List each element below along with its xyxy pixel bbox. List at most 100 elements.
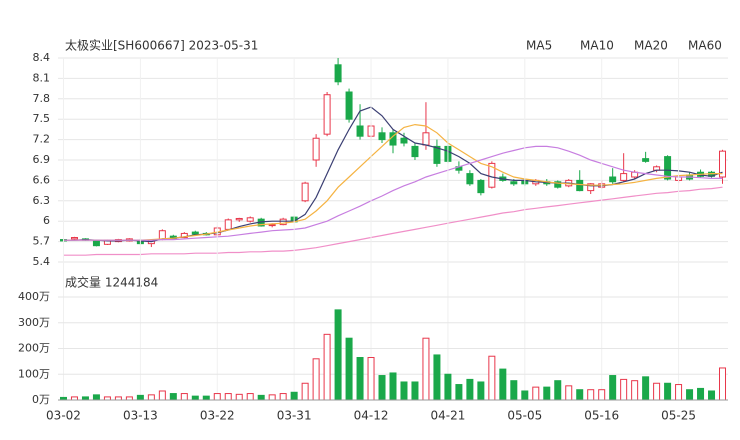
- y-tick-label: 5.4: [33, 255, 51, 268]
- legend-label: MA10: [580, 39, 614, 53]
- volume-bar: [554, 380, 562, 401]
- volume-bar: [257, 394, 265, 401]
- volume-bar: [235, 393, 243, 401]
- volume-bar: [631, 380, 639, 401]
- volume-bar: [334, 309, 342, 401]
- volume-bar: [345, 337, 353, 401]
- x-tick-label: 05-25: [661, 409, 696, 423]
- volume-bar: [532, 386, 540, 401]
- x-tick-label: 03-31: [277, 409, 312, 423]
- y-tick-label: 6.3: [33, 194, 51, 207]
- candle-body: [642, 158, 650, 162]
- y-tick-label: 7.2: [33, 133, 51, 146]
- volume-bar: [158, 390, 166, 401]
- volume-bar: [576, 389, 584, 401]
- volume-bar: [433, 354, 441, 401]
- candle-body: [70, 237, 78, 240]
- volume-bar: [620, 378, 628, 401]
- volume-bar: [598, 389, 606, 401]
- volume-bar: [642, 376, 650, 401]
- candle-body: [279, 218, 287, 226]
- volume-bar: [466, 378, 474, 401]
- candle-body: [246, 217, 254, 222]
- candle-body: [345, 91, 353, 120]
- candle-body: [422, 132, 430, 146]
- y-tick-label: 0万: [32, 393, 50, 406]
- candle-body: [400, 137, 408, 144]
- chart-title: 太极实业[SH600667] 2023-05-31: [65, 38, 258, 53]
- y-tick-label: 7.5: [33, 112, 51, 125]
- candle-body: [576, 179, 584, 192]
- candle-body: [191, 231, 199, 235]
- volume-bar: [653, 382, 661, 401]
- volume-bar: [92, 394, 100, 401]
- volume-bar: [246, 393, 254, 401]
- volume-bar: [565, 385, 573, 401]
- volume-bar: [312, 358, 320, 401]
- volume-bar: [136, 394, 144, 401]
- y-tick-label: 6: [43, 214, 50, 227]
- volume-bar: [191, 395, 199, 401]
- volume-bar: [268, 394, 276, 401]
- x-tick-label: 05-05: [507, 409, 542, 423]
- volume-bar: [499, 368, 507, 401]
- candle-body: [411, 145, 419, 158]
- y-tick-label: 6.9: [33, 153, 51, 166]
- y-tick-label: 100万: [18, 367, 50, 380]
- volume-bar: [455, 384, 463, 401]
- volume-bar: [609, 375, 617, 401]
- legend-label: MA60: [688, 39, 722, 53]
- volume-bar: [488, 355, 496, 401]
- volume-bar: [675, 384, 683, 401]
- volume-bar: [279, 393, 287, 401]
- candle-body: [92, 239, 100, 247]
- volume-bar: [719, 367, 727, 401]
- x-tick-label: 03-22: [200, 409, 235, 423]
- volume-bar: [290, 391, 298, 401]
- volume-bar: [411, 381, 419, 401]
- volume-title: 成交量 1244184: [65, 275, 158, 290]
- volume-bar: [356, 357, 364, 401]
- y-tick-label: 7.8: [33, 92, 51, 105]
- candle-body: [378, 132, 386, 141]
- candle-body: [609, 176, 617, 183]
- volume-bar: [587, 389, 595, 401]
- y-tick-label: 8.4: [33, 51, 51, 64]
- volume-bar: [202, 395, 210, 401]
- candle-body: [466, 173, 474, 185]
- volume-bar: [686, 389, 694, 401]
- y-tick-label: 5.7: [33, 235, 51, 248]
- volume-bar: [169, 393, 177, 401]
- candle-body: [323, 94, 331, 135]
- volume-bar: [708, 390, 716, 401]
- candle-body: [719, 150, 727, 178]
- volume-bar: [389, 372, 397, 401]
- ma-line: [63, 123, 723, 241]
- volume-bar: [147, 394, 155, 401]
- y-tick-label: 200万: [18, 342, 50, 355]
- y-tick-label: 8.1: [33, 71, 51, 84]
- x-tick-label: 04-12: [354, 409, 389, 423]
- candle-body: [301, 182, 309, 202]
- x-tick-label: 03-13: [123, 409, 158, 423]
- volume-bar: [367, 357, 375, 401]
- volume-bar: [444, 373, 452, 401]
- volume-bar: [477, 381, 485, 401]
- candle-body: [664, 156, 672, 180]
- legend-label: MA20: [634, 39, 668, 53]
- candle-body: [554, 181, 562, 188]
- candle-body: [620, 173, 628, 181]
- volume-bar: [510, 380, 518, 401]
- x-tick-label: 04-21: [430, 409, 465, 423]
- volume-bar: [378, 375, 386, 401]
- candle-body: [433, 145, 441, 164]
- volume-bar: [213, 393, 221, 401]
- volume-bar: [323, 333, 331, 401]
- y-tick-label: 6.6: [33, 173, 51, 186]
- candle-body: [235, 217, 243, 221]
- volume-bar: [224, 393, 232, 401]
- y-tick-label: 300万: [18, 316, 50, 329]
- volume-bar: [180, 393, 188, 401]
- x-tick-label: 05-16: [584, 409, 619, 423]
- ma-line: [63, 186, 723, 256]
